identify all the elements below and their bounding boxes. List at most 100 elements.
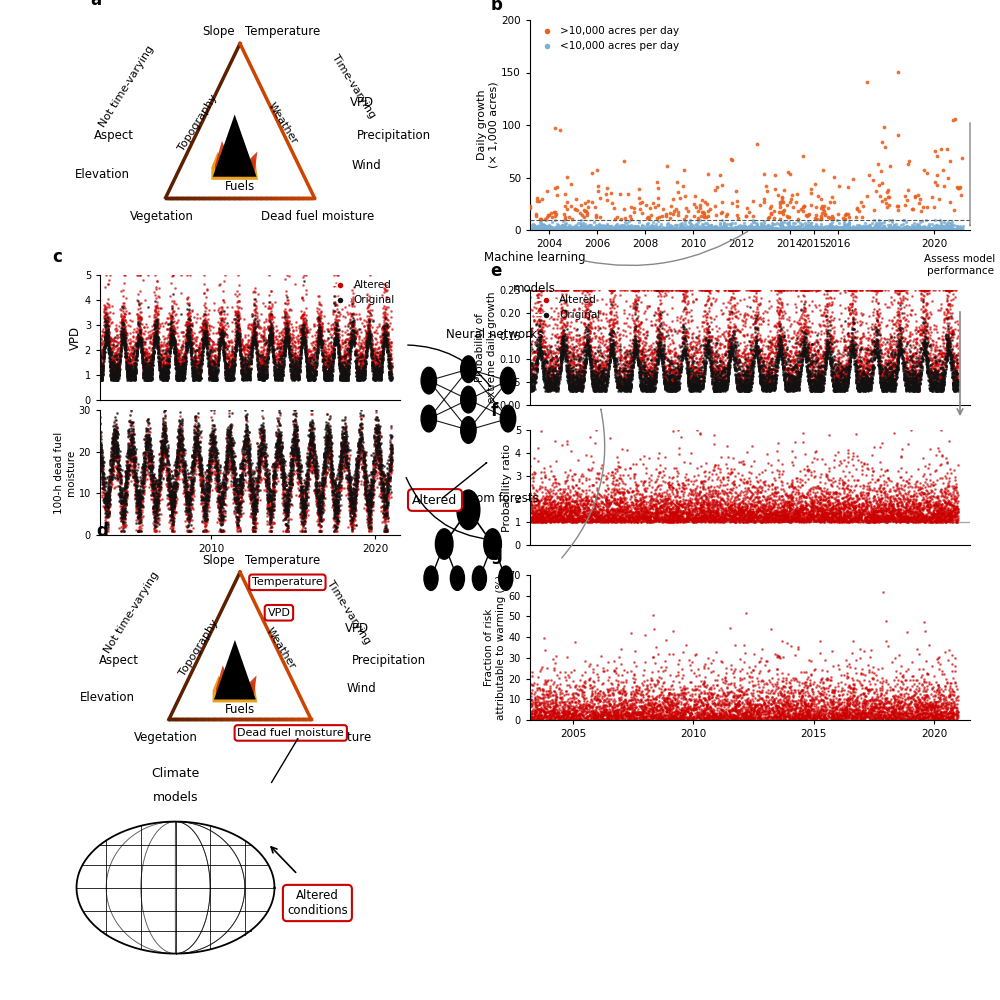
Point [270,448,286,464]
Point [914,711,930,727]
Point [811,220,827,236]
Point [630,317,646,333]
Point [135,358,151,374]
Point [180,321,196,337]
Point [643,381,659,397]
Point [228,339,244,355]
Point [794,282,810,298]
Point [918,510,934,526]
Point [161,466,177,482]
Point [540,512,556,528]
Point [948,514,964,530]
Point [821,219,837,235]
Point [589,465,605,481]
Point [643,507,659,523]
Point [342,346,358,362]
Point [679,508,695,524]
Point [354,357,370,373]
Point [520,495,536,511]
Point [674,282,690,298]
Point [690,376,706,392]
Point [308,478,324,494]
Point [860,341,876,357]
Point [844,282,860,298]
Point [292,317,308,333]
Point [311,319,327,335]
Point [201,330,217,346]
Point [918,688,934,704]
Point [930,509,946,525]
Point [626,349,642,365]
Point [726,297,742,313]
Point [546,351,562,367]
Point [884,382,900,398]
Point [554,494,570,510]
Point [342,479,358,495]
Point [907,514,923,530]
Point [889,335,905,351]
Point [925,709,941,725]
Point [141,457,157,473]
Point [696,356,712,372]
Point [568,369,584,385]
Point [339,360,355,376]
Point [625,352,641,368]
Point [764,373,780,389]
Point [255,428,271,444]
Point [272,370,288,386]
Point [871,218,887,234]
Point [567,634,583,650]
Point [891,341,907,357]
Point [320,355,336,371]
Point [97,491,113,507]
Point [559,297,575,313]
Point [556,343,572,359]
Point [374,332,390,348]
Point [821,511,837,527]
Point [696,282,712,298]
Point [305,340,321,356]
Point [148,321,164,337]
Point [845,336,861,352]
Point [240,364,256,380]
Point [282,352,298,368]
Point [213,314,229,330]
Point [124,445,140,461]
Point [181,513,197,529]
Point [796,221,812,237]
Point [724,505,740,521]
Point [945,368,961,384]
Point [97,305,113,321]
Point [536,343,552,359]
Point [125,363,141,379]
Point [267,366,283,382]
Point [671,379,687,395]
Point [344,501,360,517]
Point [905,370,921,386]
Point [274,455,290,471]
Point [757,382,773,398]
Point [158,433,174,449]
Point [107,433,123,449]
Point [764,329,780,345]
Point [741,707,757,723]
Point [897,377,913,393]
Point [543,709,559,725]
Point [743,700,759,716]
Point [522,383,538,399]
Point [881,509,897,525]
Point [627,339,643,355]
Point [168,464,184,480]
Point [824,365,840,381]
Point [685,514,701,530]
Point [871,316,887,332]
Point [227,349,243,365]
Point [702,343,718,359]
Point [836,705,852,721]
Point [720,282,736,298]
Point [192,434,208,450]
Point [579,346,595,362]
Point [658,317,674,333]
Point [585,477,601,493]
Point [383,369,399,385]
